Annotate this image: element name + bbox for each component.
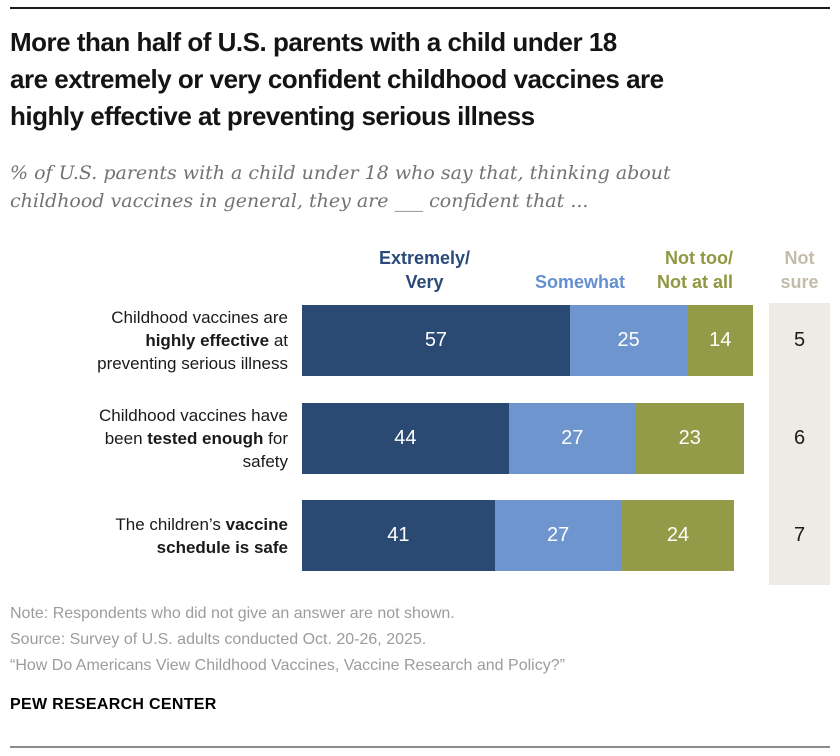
legend-not-too-not-at-all: Not too/ Not at all — [533, 246, 733, 294]
pew-research-center-wordmark: PEW RESEARCH CENTER — [10, 696, 217, 713]
bar-row-label: Childhood vaccines have been tested enoug… — [98, 406, 288, 471]
legend-text: Not too/ — [665, 248, 733, 268]
bar-segment-somewhat: 27 — [508, 403, 636, 474]
bar-value-label: 27 — [547, 524, 570, 546]
not-sure-value: 5 — [793, 329, 806, 351]
legend-text: Very — [405, 272, 444, 292]
legend-text: Somewhat — [534, 272, 625, 292]
source-text: Source: Survey of U.S. adults conducted … — [10, 631, 427, 648]
bar-row-label: Childhood vaccines are highly effective a… — [97, 308, 288, 373]
bar-value-label: 14 — [709, 329, 732, 351]
chart-title-line: are extremely or very confident childhoo… — [10, 64, 664, 94]
not-sure-column-background — [769, 303, 830, 585]
chart-subtitle-line: % of U.S. parents with a child under 18 … — [10, 162, 671, 184]
report-title-text: “How Do Americans View Childhood Vaccine… — [10, 657, 565, 674]
legend-somewhat: Somewhat — [425, 270, 625, 294]
bar-segment-somewhat: 25 — [569, 305, 688, 376]
bar-value-label: 57 — [424, 329, 448, 351]
legend-text: Not — [784, 248, 815, 268]
note-text: Note: Respondents who did not give an an… — [10, 605, 455, 622]
chart-subtitle: % of U.S. parents with a child under 18 … — [10, 159, 830, 215]
bar-value-label: 23 — [678, 427, 701, 449]
bar-row: 41 27 24 — [302, 500, 735, 571]
bar-segment-not_too_not_at_all: 23 — [635, 403, 744, 474]
not-sure-value: 6 — [793, 427, 806, 449]
legend-text: sure — [780, 272, 819, 292]
legend-text: Extremely/ — [378, 248, 471, 268]
legend-extremely-very: Extremely/ Very — [302, 246, 547, 294]
bar-segment-extremely_very: 57 — [302, 305, 570, 376]
bar-value-label: 25 — [617, 329, 640, 351]
legend-not-sure: Not sure — [769, 246, 830, 294]
bottom-rule — [10, 746, 830, 748]
legend-text: Not at all — [656, 272, 733, 292]
bar-value-label: 44 — [394, 427, 417, 449]
bar-row-label: The children’s vaccine schedule is safe — [115, 514, 288, 557]
bar-row: 44 27 23 — [302, 403, 744, 474]
bar-value-label: 24 — [666, 524, 690, 546]
chart-subtitle-line: childhood vaccines in general, they are … — [10, 190, 589, 212]
bar-value-label: 27 — [561, 427, 584, 449]
bar-row: 57 25 14 — [302, 305, 754, 376]
chart-title: More than half of U.S. parents with a ch… — [10, 24, 834, 135]
bar-segment-extremely_very: 44 — [302, 403, 509, 474]
not-sure-value: 7 — [793, 524, 806, 546]
bar-segment-not_too_not_at_all: 24 — [621, 500, 735, 571]
chart-title-line: highly effective at preventing serious i… — [10, 101, 535, 131]
bar-value-label: 41 — [387, 524, 410, 546]
top-rule — [10, 7, 830, 9]
bar-segment-not_too_not_at_all: 14 — [687, 305, 754, 376]
bar-segment-extremely_very: 41 — [302, 500, 495, 571]
bar-segment-somewhat: 27 — [494, 500, 622, 571]
chart-title-line: More than half of U.S. parents with a ch… — [10, 27, 617, 57]
